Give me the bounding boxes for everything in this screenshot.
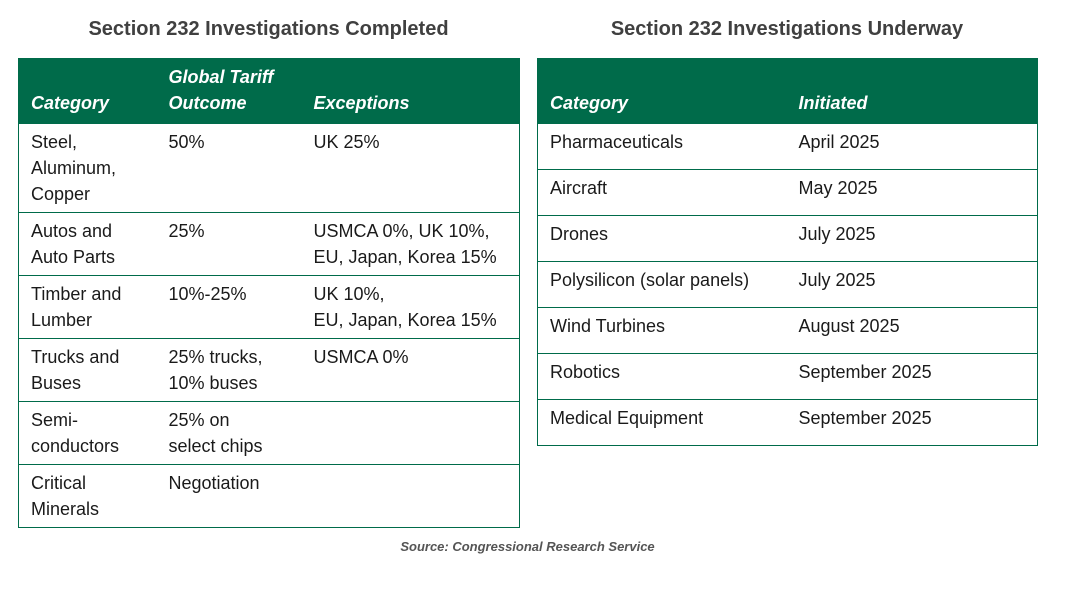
cell-initiated: September 2025 [786, 353, 1038, 400]
table-row: Drones July 2025 [537, 215, 1038, 262]
cell-exceptions [301, 464, 520, 528]
cell-outcome: Negotiation [156, 464, 302, 528]
table-row: Semi-conductors 25% on select chips [18, 401, 520, 465]
cell-category: Trucks and Buses [18, 338, 157, 402]
cell-outcome-line: 25% [168, 221, 205, 241]
table-row: Medical Equipment September 2025 [537, 399, 1038, 446]
cell-initiated: August 2025 [786, 307, 1038, 354]
cell-category-line: Semi- [31, 410, 79, 430]
cell-category: Medical Equipment [537, 399, 787, 446]
cell-initiated: September 2025 [786, 399, 1038, 446]
cell-exceptions-line: USMCA 0%, UK 10%, [313, 221, 490, 241]
cell-category: Wind Turbines [537, 307, 787, 354]
cell-exceptions-line: EU, Japan, Korea 15% [313, 310, 497, 330]
cell-exceptions: UK 25% [301, 123, 520, 213]
cell-outcome-line: Negotiation [168, 473, 260, 493]
cell-outcome: 50% [156, 123, 302, 213]
cell-category: Aircraft [537, 169, 787, 216]
underway-table-title: Section 232 Investigations Underway [610, 18, 964, 40]
cell-outcome-line: 25% on [168, 410, 230, 430]
cell-exceptions: UK 10%, EU, Japan, Korea 15% [301, 275, 520, 339]
completed-table-title: Section 232 Investigations Completed [88, 18, 449, 40]
cell-category: Timber and Lumber [18, 275, 157, 339]
header-category: Category [31, 93, 110, 113]
table-header-row: Category Global Tariff Outcome Exceptions [18, 58, 520, 124]
cell-category: Autos and Auto Parts [18, 212, 157, 276]
cell-category-line: Autos and [31, 221, 113, 241]
cell-category: Semi-conductors [18, 401, 157, 465]
table-row: Critical Minerals Negotiation [18, 464, 520, 528]
table-row: Autos and Auto Parts 25% USMCA 0%, UK 10%, E… [18, 212, 520, 276]
header-outcome-line1: Global Tariff [168, 67, 274, 87]
cell-category-line: Steel, [31, 132, 78, 152]
cell-category-line: Trucks and [31, 347, 120, 367]
cell-exceptions [301, 401, 520, 465]
header-category: Category [550, 93, 629, 113]
cell-initiated: July 2025 [786, 215, 1038, 262]
table-row: Trucks and Buses 25% trucks, 10% buses USMCA… [18, 338, 520, 402]
header-outcome: Global Tariff Outcome [157, 59, 302, 124]
cell-exceptions-line: UK 10%, [313, 284, 385, 304]
table-row: Timber and Lumber 10%-25% UK 10%, EU, Japan,… [18, 275, 520, 339]
cell-category: Steel, Aluminum, Copper [18, 123, 157, 213]
cell-outcome: 25% trucks, 10% buses [156, 338, 302, 402]
cell-exceptions: USMCA 0% [301, 338, 520, 402]
cell-category: Critical Minerals [18, 464, 157, 528]
table-row: Pharmaceuticals April 2025 [537, 123, 1038, 170]
table-row: Aircraft May 2025 [537, 169, 1038, 216]
completed-investigations-table: Category Global Tariff Outcome Exceptions… [18, 58, 520, 528]
source-note: Source: Congressional Research Service [400, 539, 655, 554]
table-header-row: Category Initiated [537, 58, 1038, 124]
underway-investigations-table: Category Initiated Pharmaceuticals April … [537, 58, 1038, 446]
header-exceptions: Exceptions [313, 93, 410, 113]
cell-initiated: May 2025 [786, 169, 1038, 216]
cell-outcome: 10%-25% [156, 275, 302, 339]
header-outcome-line2: Outcome [168, 93, 247, 113]
cell-category: Robotics [537, 353, 787, 400]
table-row: Steel, Aluminum, Copper 50% UK 25% [18, 123, 520, 213]
header-initiated: Initiated [798, 93, 868, 113]
cell-outcome-line: 10% buses [168, 373, 258, 393]
table-row: Wind Turbines August 2025 [537, 307, 1038, 354]
cell-outcome-line: select chips [168, 436, 263, 456]
cell-category-line: Critical [31, 473, 87, 493]
cell-category-line: Buses [31, 373, 82, 393]
cell-outcome-line: 50% [168, 132, 205, 152]
cell-category: Drones [537, 215, 787, 262]
cell-outcome-line: 10%-25% [168, 284, 247, 304]
cell-category: Polysilicon (solar panels) [537, 261, 787, 308]
cell-outcome: 25% on select chips [156, 401, 302, 465]
cell-category-line: conductors [31, 436, 120, 456]
cell-category-line: Lumber [31, 310, 93, 330]
cell-category-line: Minerals [31, 499, 100, 519]
cell-exceptions-line: UK 25% [313, 132, 380, 152]
cell-category-line: Auto Parts [31, 247, 116, 267]
cell-exceptions: USMCA 0%, UK 10%, EU, Japan, Korea 15% [301, 212, 520, 276]
cell-exceptions-line: EU, Japan, Korea 15% [313, 247, 497, 267]
cell-initiated: April 2025 [786, 123, 1038, 170]
cell-outcome: 25% [156, 212, 302, 276]
cell-category-line: Aluminum, [31, 158, 117, 178]
cell-category-line: Timber and [31, 284, 122, 304]
table-row: Polysilicon (solar panels) July 2025 [537, 261, 1038, 308]
cell-initiated: July 2025 [786, 261, 1038, 308]
cell-category: Pharmaceuticals [537, 123, 787, 170]
table-row: Robotics September 2025 [537, 353, 1038, 400]
cell-outcome-line: 25% trucks, [168, 347, 263, 367]
cell-exceptions-line: USMCA 0% [313, 347, 409, 367]
cell-category-line: Copper [31, 184, 91, 204]
